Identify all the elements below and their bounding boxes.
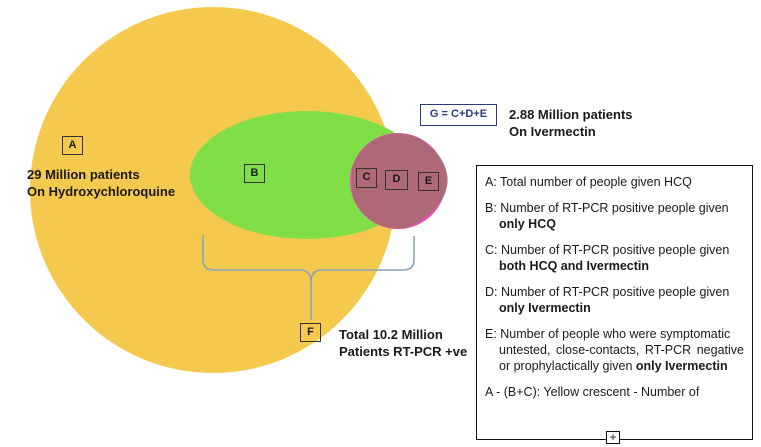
ivermectin-label: 2.88 Million patients On Ivermectin [509, 106, 633, 140]
expand-plus-icon[interactable]: + [606, 431, 620, 444]
rt-pcr-count: Total 10.2 Million [339, 327, 443, 342]
label-f-box: F [300, 323, 321, 342]
legend-f-text: A - (B+C): Yellow crescent - Number of [485, 385, 700, 399]
legend-item-a: A: Total number of people given HCQ [485, 174, 744, 190]
label-c-box: C [356, 168, 377, 188]
ivermectin-description: On Ivermectin [509, 124, 596, 139]
bottom-brace [202, 235, 415, 320]
rt-pcr-description: Patients RT-PCR +ve [339, 344, 468, 359]
ivermectin-count: 2.88 Million patients [509, 107, 633, 122]
legend-b-text: B: Number of RT-PCR positive people give… [485, 201, 729, 215]
legend-e-text: E: Number of people who were symptomatic [485, 327, 731, 341]
legend-item-e: E: Number of people who were symptomatic… [485, 326, 744, 374]
legend-box: A: Total number of people given HCQ B: N… [476, 165, 753, 440]
hcq-description: On Hydroxychloroquine [27, 184, 176, 199]
label-d-box: D [385, 170, 408, 190]
rt-pcr-label: Total 10.2 Million Patients RT-PCR +ve [339, 326, 467, 360]
legend-b-bold: only HCQ [499, 217, 556, 231]
legend-e-bold: only Ivermectin [635, 359, 728, 373]
formula-g-box: G = C+D+E [420, 104, 497, 126]
label-a-box: A [62, 136, 83, 155]
label-e-box: E [418, 172, 439, 191]
legend-item-b: B: Number of RT-PCR positive people give… [485, 200, 744, 232]
legend-item-c: C: Number of RT-PCR positive people give… [485, 242, 744, 274]
legend-d-bold: only Ivermectin [499, 301, 591, 315]
legend-item-f: A - (B+C): Yellow crescent - Number of [485, 384, 744, 400]
overlap-region [352, 133, 448, 229]
legend-a-text: A: Total number of people given HCQ [485, 175, 692, 189]
legend-item-d: D: Number of RT-PCR positive people give… [485, 284, 744, 316]
hcq-count-label: 29 Million patients On Hydroxychloroquin… [27, 166, 175, 200]
hcq-count: 29 Million patients [27, 167, 140, 182]
legend-c-bold: both HCQ and Ivermectin [499, 259, 650, 273]
legend-d-text: D: Number of RT-PCR positive people give… [485, 285, 730, 299]
legend-c-text: C: Number of RT-PCR positive people give… [485, 243, 730, 257]
legend-e-text2: untested, close-contacts, RT-PCR negativ… [499, 343, 744, 373]
label-b-box: B [244, 164, 265, 183]
